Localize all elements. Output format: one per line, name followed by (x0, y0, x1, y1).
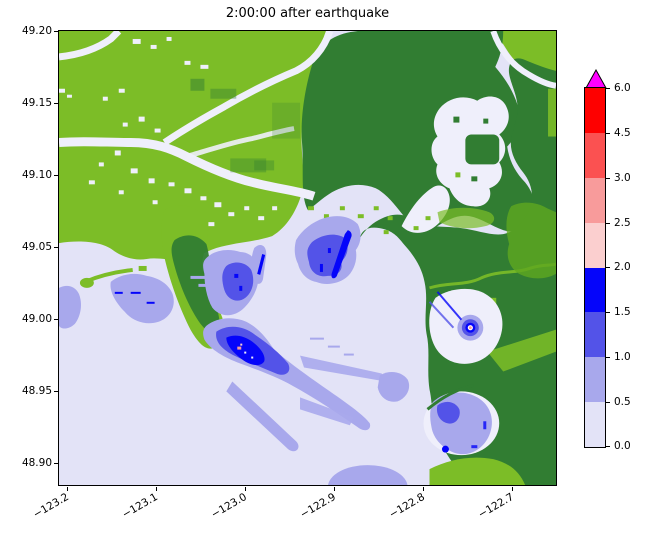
x-axis-tick (156, 487, 157, 491)
map-plot-area (58, 30, 557, 486)
colorbar-tick (606, 357, 610, 358)
colorbar-tick (606, 267, 610, 268)
harbor-spot (428, 288, 503, 364)
figure-title: 2:00:00 after earthquake (225, 6, 390, 21)
colorbar-tick-label: 2.5 (614, 217, 631, 229)
colorbar-tick-label: 6.0 (614, 82, 631, 94)
colorbar-segment (585, 312, 605, 358)
flood-cluster-a (190, 250, 259, 316)
colorbar-segment (585, 357, 605, 403)
x-axis-tick (245, 487, 246, 491)
colorbar-tick-label: 0.5 (614, 396, 631, 408)
colorbar-tick (606, 178, 610, 179)
y-axis-tick-label: 49.15 (21, 97, 52, 109)
y-axis-tick-label: 48.95 (21, 385, 52, 397)
y-axis-tick (54, 175, 58, 176)
harbor-basin (423, 383, 500, 456)
x-axis-tick-label: −122.9 (298, 491, 338, 521)
y-axis-tick (54, 391, 58, 392)
colorbar-segment (585, 222, 605, 268)
colorbar-tick (606, 223, 610, 224)
flood-cluster-b (251, 245, 267, 284)
x-axis-tick-label: −123.1 (120, 491, 160, 521)
upland-east-column (359, 58, 556, 485)
colorbar-tick (606, 133, 610, 134)
colorbar-segment (585, 402, 605, 447)
x-axis-tick-label: −122.7 (476, 491, 516, 521)
river-corner-arc (490, 31, 556, 89)
river-north-arm (59, 31, 122, 61)
colorbar-segment (585, 132, 605, 178)
river-channels (59, 31, 556, 201)
map-canvas (59, 31, 556, 485)
colorbar-tick (606, 402, 610, 403)
flood-nearshore-patches (59, 273, 174, 329)
x-axis-tick (67, 487, 68, 491)
river-main-stem (59, 137, 316, 201)
y-axis-tick-label: 49.10 (21, 169, 52, 181)
colorbar-tick-label: 1.5 (614, 306, 631, 318)
y-axis-tick-label: 48.90 (21, 457, 52, 469)
x-axis-tick-label: −123.0 (209, 491, 249, 521)
colorbar-tick-label: 2.0 (614, 261, 631, 273)
bay-streaks (300, 337, 410, 485)
y-axis-tick-label: 49.20 (21, 25, 52, 37)
x-axis-tick-label: −123.2 (31, 491, 71, 521)
colorbar-tick-label: 0.0 (614, 440, 631, 452)
river-mid-branch (185, 126, 295, 159)
y-axis-tick-label: 49.05 (21, 241, 52, 253)
x-axis-tick (334, 487, 335, 491)
delta-islands (79, 265, 147, 288)
bay-bottom-blob (328, 465, 408, 485)
colorbar-tick-label: 3.0 (614, 172, 631, 184)
flood-peninsula-tip (203, 318, 371, 452)
colorbar-tick-label: 1.0 (614, 351, 631, 363)
delta-speckles (59, 36, 278, 227)
upland-lowland-patch (401, 96, 509, 233)
colorbar-extend-triangle (585, 69, 607, 89)
y-axis-tick (54, 319, 58, 320)
colorbar-tick (606, 312, 610, 313)
colorbar-segment (585, 88, 605, 133)
y-axis-tick (54, 103, 58, 104)
flood-cluster-c (294, 216, 361, 284)
colorbar-tick (606, 446, 610, 447)
colorbar-tick-label: 4.5 (614, 127, 631, 139)
colorbar-tick (606, 88, 610, 89)
y-axis-tick-label: 49.00 (21, 313, 52, 325)
colorbar-segment (585, 177, 605, 223)
colorbar (584, 87, 606, 448)
delta-dark-patches (190, 78, 301, 173)
river-ne-branch (162, 31, 334, 146)
y-axis-tick (54, 31, 58, 32)
x-axis-tick (512, 487, 513, 491)
x-axis-tick (423, 487, 424, 491)
colorbar-segment (585, 267, 605, 313)
x-axis-tick-label: −122.8 (387, 491, 427, 521)
upland-creeks (429, 88, 556, 485)
y-axis-tick (54, 247, 58, 248)
y-axis-tick (54, 463, 58, 464)
